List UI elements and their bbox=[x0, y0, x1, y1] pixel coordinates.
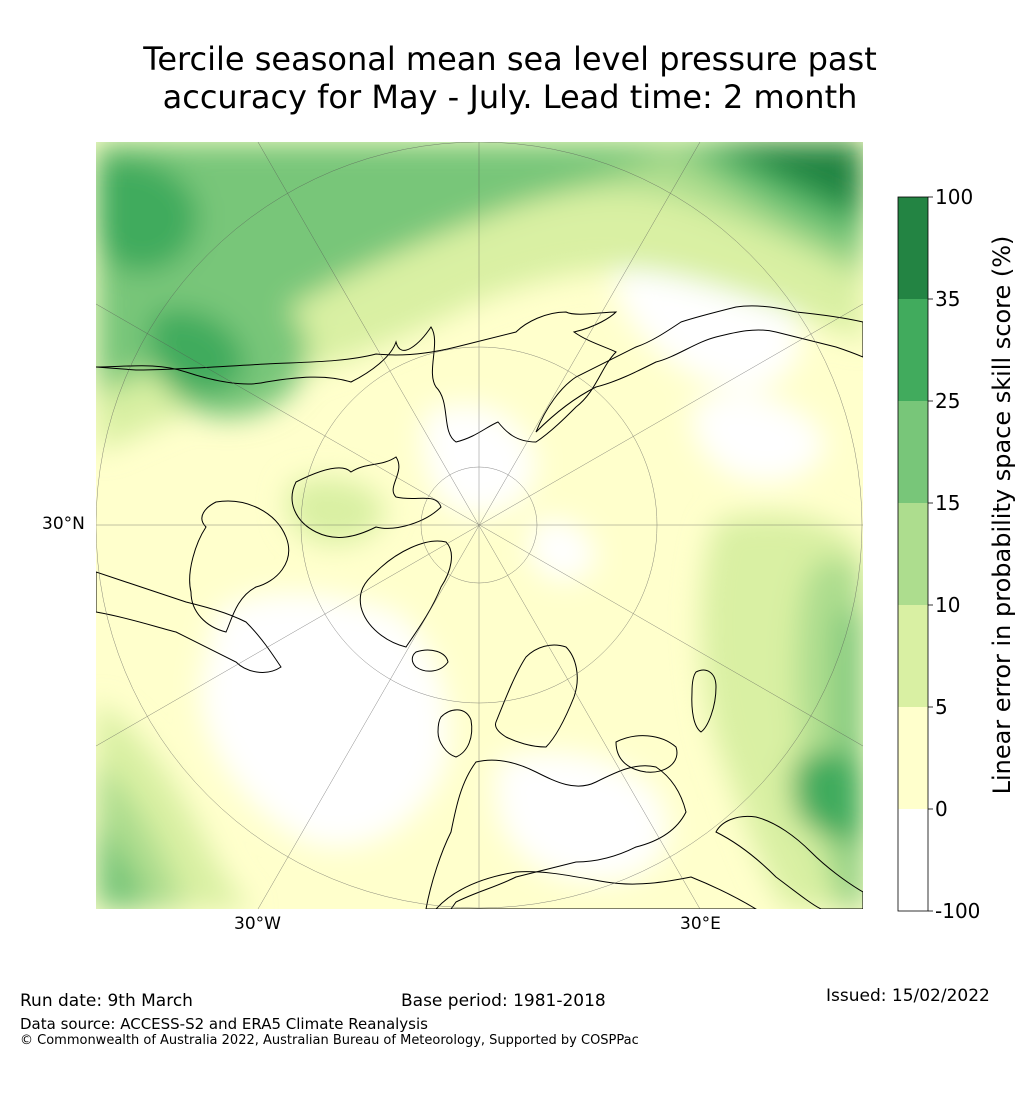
coastline-eastern-canada bbox=[96, 571, 282, 673]
colorbar-tick-label: 15 bbox=[935, 491, 961, 515]
colorbar-tick-label: 5 bbox=[935, 695, 948, 719]
skill-region-5-10 bbox=[287, 478, 386, 544]
skill-field bbox=[96, 142, 863, 909]
issued-date: Issued: 15/02/2022 bbox=[826, 986, 990, 1006]
coastline-africa-north bbox=[435, 871, 757, 909]
colorbar-tick-label: 10 bbox=[935, 593, 961, 617]
skill-region-25-35 bbox=[792, 751, 863, 842]
colorbar-tick-label: 25 bbox=[935, 389, 961, 413]
title-line-1: Tercile seasonal mean sea level pressure… bbox=[143, 40, 877, 78]
coastline-arctic-islands bbox=[291, 456, 442, 538]
coastline-black-sea bbox=[615, 735, 678, 773]
colorbar-tick-label: 100 bbox=[935, 185, 974, 209]
colorbar-tick-label: -100 bbox=[935, 899, 981, 923]
title-line-2: accuracy for May - July. Lead time: 2 mo… bbox=[162, 78, 858, 116]
colorbar-segment bbox=[898, 809, 928, 911]
coastline-british-isles bbox=[437, 709, 473, 758]
skill-region-35-100 bbox=[716, 142, 863, 212]
coastline-greenland bbox=[359, 540, 452, 648]
polar-map bbox=[96, 142, 863, 909]
colorbar-segment bbox=[898, 299, 928, 401]
coastline-europe bbox=[425, 759, 687, 909]
colorbar-tick-label: 0 bbox=[935, 797, 948, 821]
coastline-eurasia-north bbox=[535, 305, 863, 433]
skill-region-15-25 bbox=[96, 822, 151, 909]
colorbar-segment bbox=[898, 503, 928, 605]
coastline-arabia bbox=[715, 815, 863, 909]
skill-region-white bbox=[496, 752, 668, 882]
colorbar-tick-label: 35 bbox=[935, 287, 961, 311]
skill-region-white bbox=[529, 519, 596, 581]
data-source: Data source: ACCESS-S2 and ERA5 Climate … bbox=[20, 1015, 428, 1033]
lat-label-30n: 30°N bbox=[42, 514, 85, 534]
colorbar-segment bbox=[898, 707, 928, 809]
base-period: Base period: 1981-2018 bbox=[401, 991, 606, 1011]
chart-title: Tercile seasonal mean sea level pressure… bbox=[0, 40, 1020, 116]
skill-region-25-35 bbox=[148, 309, 246, 394]
copyright: © Commonwealth of Australia 2022, Austra… bbox=[20, 1033, 639, 1048]
run-date: Run date: 9th March bbox=[20, 991, 193, 1011]
colorbar-segment bbox=[898, 605, 928, 707]
coastline-scandinavia bbox=[495, 644, 578, 748]
colorbar-frame bbox=[897, 196, 929, 912]
coastline-hudson bbox=[189, 500, 290, 633]
skill-region-white bbox=[200, 593, 449, 848]
skill-region-25-35 bbox=[96, 158, 198, 272]
colorbar bbox=[897, 196, 933, 912]
colorbar-title: Linear error in probability space skill … bbox=[988, 235, 1016, 795]
skill-region-white bbox=[692, 394, 826, 482]
coastline-north-america bbox=[96, 311, 618, 443]
coastline-caspian bbox=[691, 669, 717, 733]
lon-label-30e: 30°E bbox=[680, 914, 721, 934]
coastline-iceland bbox=[411, 649, 449, 672]
lon-label-30w: 30°W bbox=[234, 914, 281, 934]
colorbar-segment bbox=[898, 401, 928, 503]
meridian bbox=[96, 303, 863, 747]
colorbar-segment bbox=[898, 197, 928, 299]
